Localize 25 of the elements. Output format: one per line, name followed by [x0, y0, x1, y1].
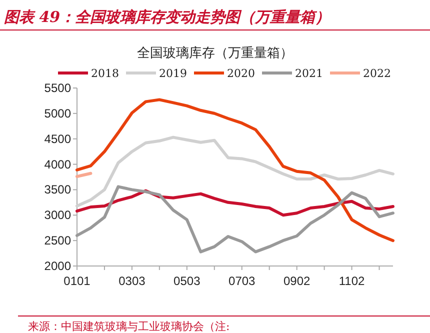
x-tick-label: 1102: [338, 274, 366, 288]
chart-subtitle: 全国玻璃库存（万重量箱）: [137, 46, 293, 61]
y-tick-label: 4000: [44, 157, 72, 172]
x-tick-label: 0703: [228, 274, 256, 288]
y-tick-label: 3500: [44, 182, 72, 197]
y-tick-label: 2500: [44, 234, 72, 248]
legend-label: 2022: [363, 67, 391, 80]
legend-label: 2021: [295, 67, 323, 80]
line-series: [76, 136, 394, 208]
legend-label: 2018: [91, 67, 119, 80]
y-tick-label: 3000: [44, 208, 72, 222]
x-tick-label: 0902: [283, 274, 310, 288]
source-note: 来源：中国建筑玻璃与工业玻璃协会（注:: [28, 320, 230, 333]
y-tick-label: 2000: [44, 259, 72, 273]
y-tick-label: 4500: [44, 132, 72, 146]
line-series: [76, 185, 394, 254]
y-tick-label: 5500: [44, 81, 72, 95]
legend-label: 2020: [227, 67, 255, 80]
x-tick-label: 0303: [118, 274, 146, 288]
line-series: [76, 98, 394, 242]
x-tick-label: 0101: [64, 274, 91, 288]
legend-label: 2019: [159, 67, 187, 80]
chart-title: 图表 49：全国玻璃库存变动走势图（万重量箱）: [4, 8, 330, 26]
y-tick-label: 5000: [44, 106, 72, 120]
x-tick-label: 0503: [174, 274, 201, 288]
